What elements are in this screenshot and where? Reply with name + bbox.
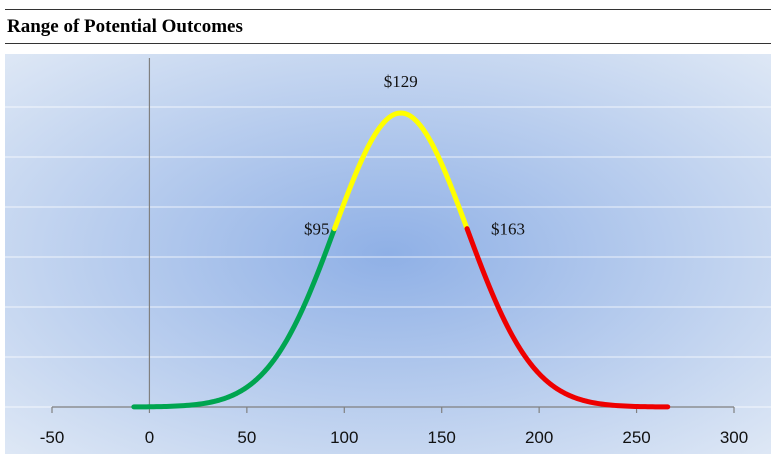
x-tick-label: 0 (145, 428, 154, 447)
x-tick-label: 150 (428, 428, 456, 447)
title-top-rule (5, 9, 771, 10)
annotation-label-2: $129 (384, 72, 418, 91)
x-tick-label: 250 (622, 428, 650, 447)
curve-segment-3 (464, 226, 671, 410)
page-title: Range of Potential Outcomes (7, 16, 243, 37)
x-tick-label: -50 (40, 428, 65, 447)
x-tick-label: 100 (330, 428, 358, 447)
curve-segment-1 (131, 226, 338, 410)
title-bottom-rule (5, 43, 771, 44)
x-tick-label: 50 (237, 428, 256, 447)
plot-background (5, 54, 771, 454)
x-tick-label: 300 (720, 428, 748, 447)
x-tick-label: 200 (525, 428, 553, 447)
annotation-label-3: $163 (491, 220, 525, 239)
annotation-label-1: $95 (304, 220, 330, 239)
curve-segment-2 (332, 110, 470, 232)
